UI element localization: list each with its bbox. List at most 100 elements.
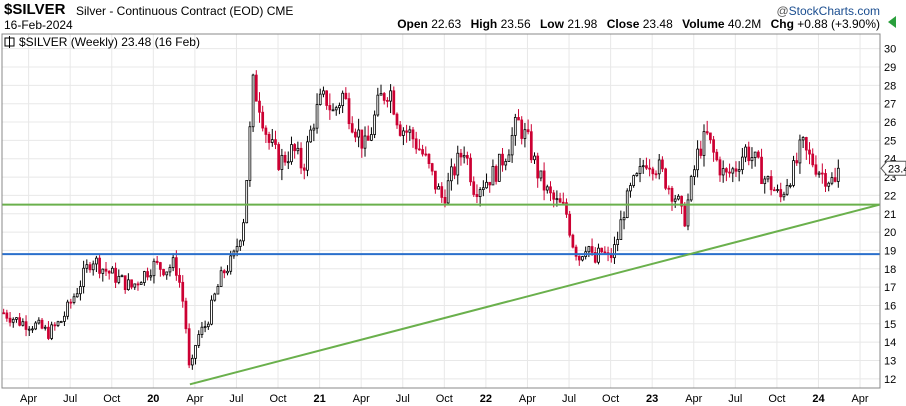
candle-body (830, 177, 834, 184)
candle-body (2, 312, 6, 315)
plot-border (1, 33, 881, 389)
chart-header: $SILVER Silver - Continuous Contract (EO… (0, 0, 906, 34)
candle-body (686, 199, 690, 227)
candle-body (130, 279, 133, 288)
candle-body (462, 155, 466, 158)
y-tick-label: 30 (884, 44, 896, 56)
candle-body (600, 247, 604, 253)
chart-legend: $SILVER (Weekly) 23.48 (16 Feb) (4, 35, 200, 49)
candle-body (322, 90, 325, 95)
candle-body (245, 180, 249, 224)
candle-body (283, 154, 287, 163)
candle-body (376, 94, 380, 116)
x-tick-label: Jul (728, 393, 742, 405)
candle-body (386, 99, 389, 102)
chart-date: 16-Feb-2024 (4, 18, 73, 32)
candle-body (66, 301, 69, 317)
candle-body (542, 170, 546, 191)
candle-body (174, 257, 178, 276)
candle-body (187, 328, 191, 366)
candle-body (63, 315, 66, 322)
close-value: 23.48 (642, 17, 673, 31)
candle-body (561, 201, 565, 204)
candle-body (69, 301, 73, 304)
candle-body (363, 135, 367, 149)
candle-body (184, 300, 188, 330)
candle-body (270, 139, 274, 143)
candle-body (235, 246, 239, 252)
last-price-label: 23.4 (888, 163, 906, 175)
candle-body (280, 154, 284, 170)
candle-body (114, 267, 117, 283)
candle-body (539, 170, 543, 179)
candle-body (654, 173, 658, 176)
overlay-lines (2, 203, 881, 386)
candle-body (53, 324, 57, 327)
y-tick-label: 28 (884, 80, 896, 92)
candle-body (737, 169, 741, 172)
candle-body (590, 246, 594, 253)
y-tick-label: 14 (884, 337, 896, 349)
candle-body (338, 105, 341, 109)
candle-body (331, 109, 335, 112)
candle-body (772, 189, 776, 192)
candle-body (552, 192, 556, 200)
candle-body (824, 173, 827, 187)
candle-body (43, 326, 47, 329)
candle-body (744, 146, 747, 158)
candle-body (434, 170, 437, 190)
x-tick-label: 20 (147, 393, 159, 405)
candle-body (158, 262, 162, 270)
candle-body (111, 267, 114, 274)
candle-body (446, 180, 450, 204)
candle-body (465, 155, 469, 159)
candle-body (673, 198, 677, 202)
instrument-description: Silver - Continuous Contract (EOD) CME (76, 4, 293, 18)
candle-body (414, 138, 418, 150)
candle-body (677, 195, 680, 200)
candle-body (753, 151, 757, 158)
x-tick-label: 22 (480, 393, 492, 405)
candle-body (593, 252, 597, 263)
candle-body (315, 104, 319, 129)
x-tick-label: Jul (229, 393, 243, 405)
scroll-left-icon[interactable] (888, 16, 896, 28)
candle-body (795, 160, 799, 164)
candle-body (603, 251, 607, 254)
candle-body (491, 166, 495, 186)
low-value: 21.98 (567, 17, 598, 31)
candle-body (293, 144, 297, 152)
candle-body (274, 139, 277, 145)
candle-body (568, 213, 572, 236)
y-tick-label: 26 (884, 117, 896, 129)
candle-body (629, 185, 632, 192)
candle-body (264, 127, 268, 135)
x-tick-label: 24 (812, 393, 825, 405)
candle-body (222, 270, 226, 274)
candle-body (616, 239, 620, 245)
candle-body (354, 131, 357, 138)
candle-body (82, 267, 85, 287)
candle-body (526, 129, 530, 133)
candle-body (558, 198, 562, 203)
candle-body (661, 159, 664, 170)
x-tick-label: Oct (602, 393, 619, 405)
x-tick-label: 21 (313, 393, 325, 405)
candle-body (402, 130, 405, 136)
candle-body (517, 117, 520, 121)
candle-body (95, 257, 98, 265)
candle-body (712, 139, 715, 153)
y-tick-label: 17 (884, 282, 896, 294)
candle-body (804, 137, 808, 151)
candle-body (123, 275, 127, 291)
candle-body (533, 155, 536, 161)
brand-at: @ (776, 4, 789, 18)
candle-body (296, 147, 300, 152)
brand-mark[interactable]: @StockCharts.com (776, 4, 880, 18)
candle-body (798, 139, 802, 164)
x-tick-label: 23 (646, 393, 658, 405)
y-tick-label: 22 (884, 190, 896, 202)
candle-body (40, 319, 44, 329)
candle-body (133, 283, 137, 288)
